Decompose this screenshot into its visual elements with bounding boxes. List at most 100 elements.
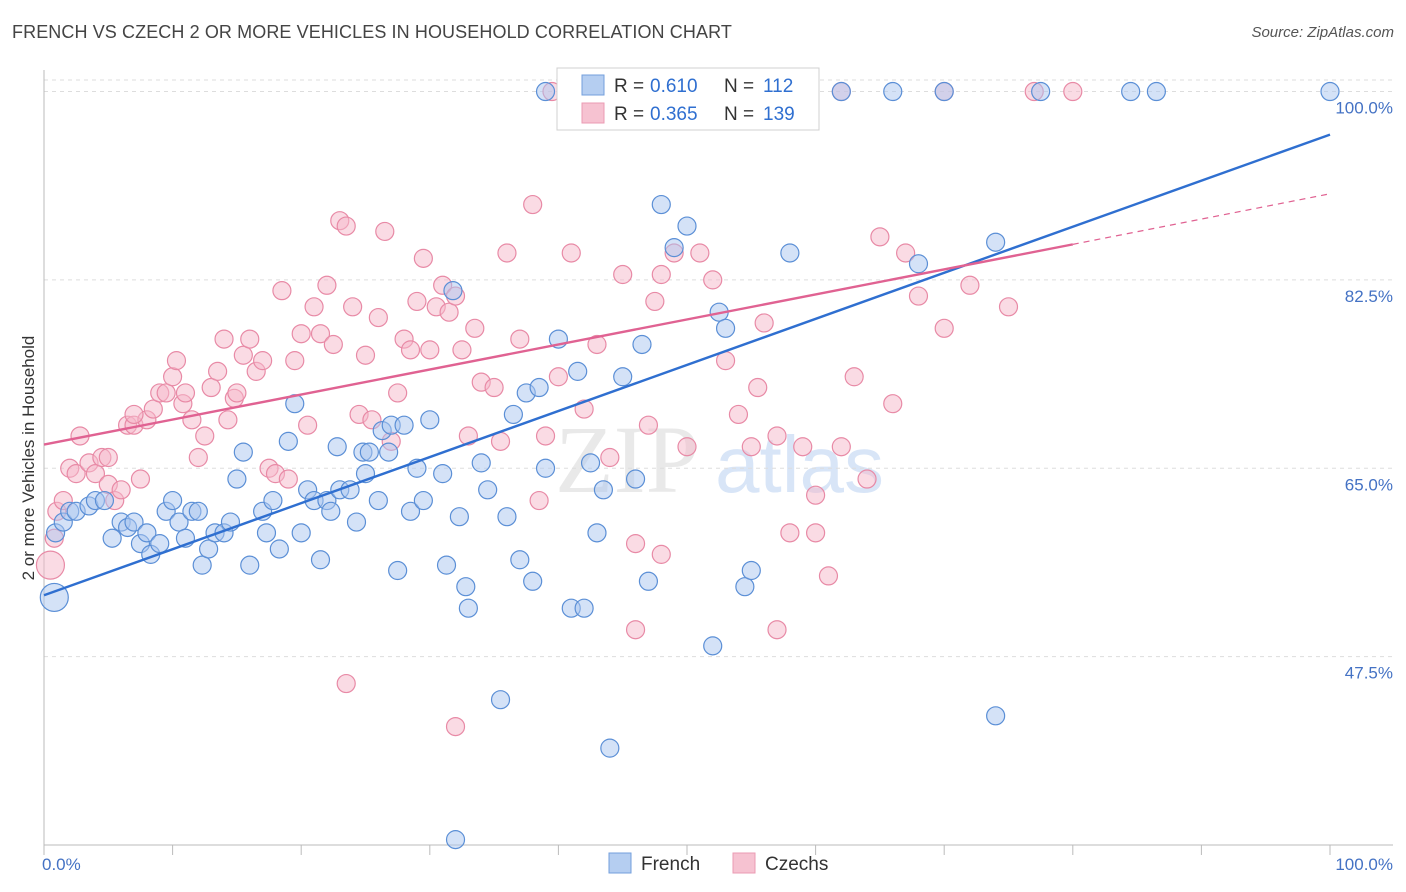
- czech-point: [278, 469, 298, 489]
- french-point: [638, 571, 659, 591]
- czech-point: [400, 340, 421, 360]
- french-point: [986, 232, 1006, 252]
- french-point: [94, 490, 115, 511]
- czech-point: [253, 351, 273, 371]
- czech-point: [870, 227, 890, 247]
- french-point: [1121, 81, 1141, 102]
- czech-point: [600, 447, 620, 468]
- czech-point: [998, 297, 1019, 317]
- french-point: [523, 571, 543, 591]
- czech-point: [465, 318, 485, 338]
- series-legend: French Czechs: [608, 852, 828, 875]
- y-tick-labels: 47.5% 65.0% 82.5% 100.0%: [1335, 99, 1393, 683]
- french-point: [269, 539, 289, 559]
- x-tick-label-max: 100.0%: [1335, 855, 1393, 874]
- french-point: [735, 577, 755, 597]
- french-point: [394, 415, 414, 435]
- czech-point: [1063, 81, 1083, 102]
- french-point: [346, 512, 367, 532]
- french-point: [593, 480, 614, 500]
- czech-point: [497, 243, 517, 263]
- stats-legend-czech-swatch: [581, 102, 605, 124]
- axes: [43, 70, 1393, 855]
- czech-point: [310, 324, 331, 344]
- czech-point: [66, 464, 86, 484]
- french-point: [535, 458, 556, 478]
- french-point: [741, 560, 761, 581]
- czech-point: [831, 437, 851, 457]
- czech-point: [529, 490, 549, 511]
- czech-point: [754, 313, 774, 333]
- y-tick-label: 47.5%: [1345, 664, 1393, 683]
- czech-point: [343, 297, 363, 317]
- french-point: [613, 367, 633, 387]
- french-point: [677, 216, 697, 236]
- czech-point: [934, 318, 954, 338]
- czech-point: [218, 410, 238, 430]
- french-point: [503, 404, 523, 425]
- legend-czech-label: Czechs: [765, 854, 828, 875]
- french-point: [529, 377, 549, 398]
- czech-point: [336, 216, 356, 236]
- french-point: [327, 437, 347, 457]
- czech-point: [35, 550, 66, 580]
- french-point: [715, 318, 736, 338]
- french-point: [443, 281, 463, 301]
- czech-point: [896, 243, 916, 263]
- french-point: [388, 560, 408, 581]
- stats-legend-french-n-label: N =: [724, 76, 754, 97]
- watermark-zip: ZIP: [555, 406, 699, 513]
- french-point: [1146, 81, 1166, 102]
- french-point: [934, 81, 954, 102]
- french-point: [413, 490, 433, 511]
- stats-legend: R = 0.610 N = 112 R = 0.365 N = 139: [556, 67, 820, 131]
- czech-point: [625, 620, 646, 640]
- czech-point: [166, 351, 187, 371]
- french-point: [664, 238, 684, 258]
- french-point: [368, 490, 388, 511]
- french-point: [574, 598, 594, 618]
- stats-legend-french-r-value: 0.610: [650, 76, 698, 97]
- czech-point: [767, 620, 787, 640]
- french-point: [278, 431, 298, 451]
- y-tick-label: 65.0%: [1345, 475, 1393, 494]
- french-point: [471, 453, 491, 473]
- legend-french-swatch: [608, 852, 632, 874]
- czech-point: [214, 329, 234, 349]
- czech-point: [561, 243, 581, 263]
- czech-point: [407, 291, 427, 312]
- czech-point: [195, 426, 215, 446]
- stats-legend-french-swatch: [581, 74, 605, 96]
- french-point: [651, 194, 671, 215]
- french-point: [199, 539, 219, 559]
- y-axis-label: 2 or more Vehicles in Household: [19, 336, 38, 581]
- french-point: [587, 523, 607, 543]
- czech-point: [690, 243, 710, 263]
- french-point: [137, 523, 157, 543]
- czech-point: [420, 340, 440, 360]
- french-point: [908, 254, 929, 274]
- czech-point: [233, 345, 253, 365]
- czech-point: [388, 383, 408, 403]
- czech-point: [613, 264, 633, 285]
- czech-point: [336, 673, 356, 694]
- french-trend-line: [43, 133, 1331, 597]
- czech-point: [130, 469, 151, 489]
- french-point: [291, 523, 311, 543]
- french-point: [256, 523, 277, 543]
- french-point: [1031, 81, 1051, 102]
- czech-point: [201, 377, 221, 398]
- french-point: [625, 469, 646, 489]
- czech-point: [124, 404, 144, 425]
- french-point: [883, 81, 903, 102]
- czech-point: [535, 426, 556, 446]
- french-point: [233, 442, 253, 462]
- chart-title: FRENCH VS CZECH 2 OR MORE VEHICLES IN HO…: [12, 22, 732, 42]
- french-point: [535, 81, 556, 102]
- czech-point: [452, 340, 472, 360]
- czech-point: [439, 302, 459, 322]
- stats-legend-french-n-value: 112: [763, 76, 793, 97]
- watermark-atlas: atlas: [715, 420, 884, 509]
- czech-trend-extension: [1072, 193, 1331, 245]
- trend-lines: [43, 133, 1331, 597]
